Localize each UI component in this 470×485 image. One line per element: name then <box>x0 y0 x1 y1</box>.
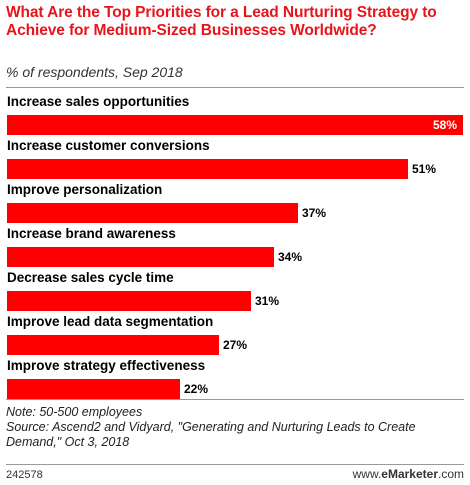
value-label: 58% <box>433 118 458 132</box>
bar <box>7 203 298 223</box>
category-label: Improve strategy effectiveness <box>7 358 206 373</box>
brand-name: eMarketer <box>381 467 438 481</box>
divider-bottom <box>6 399 464 400</box>
value-label: 27% <box>223 338 248 352</box>
bar <box>7 291 251 311</box>
category-label: Decrease sales cycle time <box>7 270 174 285</box>
divider-footer <box>6 464 464 465</box>
source-line: Source: Ascend2 and Vidyard, "Generating… <box>6 420 416 434</box>
brand-suffix: .com <box>437 467 464 481</box>
brand-prefix: www. <box>352 467 382 481</box>
bar <box>7 335 219 355</box>
chart-title: What Are the Top Priorities for a Lead N… <box>6 4 437 39</box>
bar-chart: Increase sales opportunities 58% Increase … <box>0 90 470 399</box>
bar <box>7 379 180 399</box>
category-label: Improve personalization <box>7 182 163 197</box>
category-label: Increase customer conversions <box>7 138 210 153</box>
value-label: 34% <box>278 250 303 264</box>
brand-logo[interactable]: www.eMarketer.com <box>353 467 464 481</box>
category-label: Improve lead data segmentation <box>7 314 214 329</box>
chart-subtitle: % of respondents, Sep 2018 <box>6 64 183 80</box>
bar <box>7 247 274 267</box>
value-label: 31% <box>255 294 280 308</box>
note-line: Note: 50-500 employees <box>6 405 143 419</box>
value-label: 51% <box>412 162 437 176</box>
source-line-continued: Demand," Oct 3, 2018 <box>6 435 130 449</box>
divider-top <box>6 87 464 88</box>
value-label: 37% <box>302 206 327 220</box>
category-label: Increase brand awareness <box>7 226 176 241</box>
chart-note: Note: 50-500 employees Source: Ascend2 a… <box>6 405 464 450</box>
bar <box>7 159 408 179</box>
category-label: Increase sales opportunities <box>7 94 190 109</box>
chart-id: 242578 <box>6 469 43 481</box>
value-label: 22% <box>184 382 209 396</box>
bar <box>7 115 463 135</box>
